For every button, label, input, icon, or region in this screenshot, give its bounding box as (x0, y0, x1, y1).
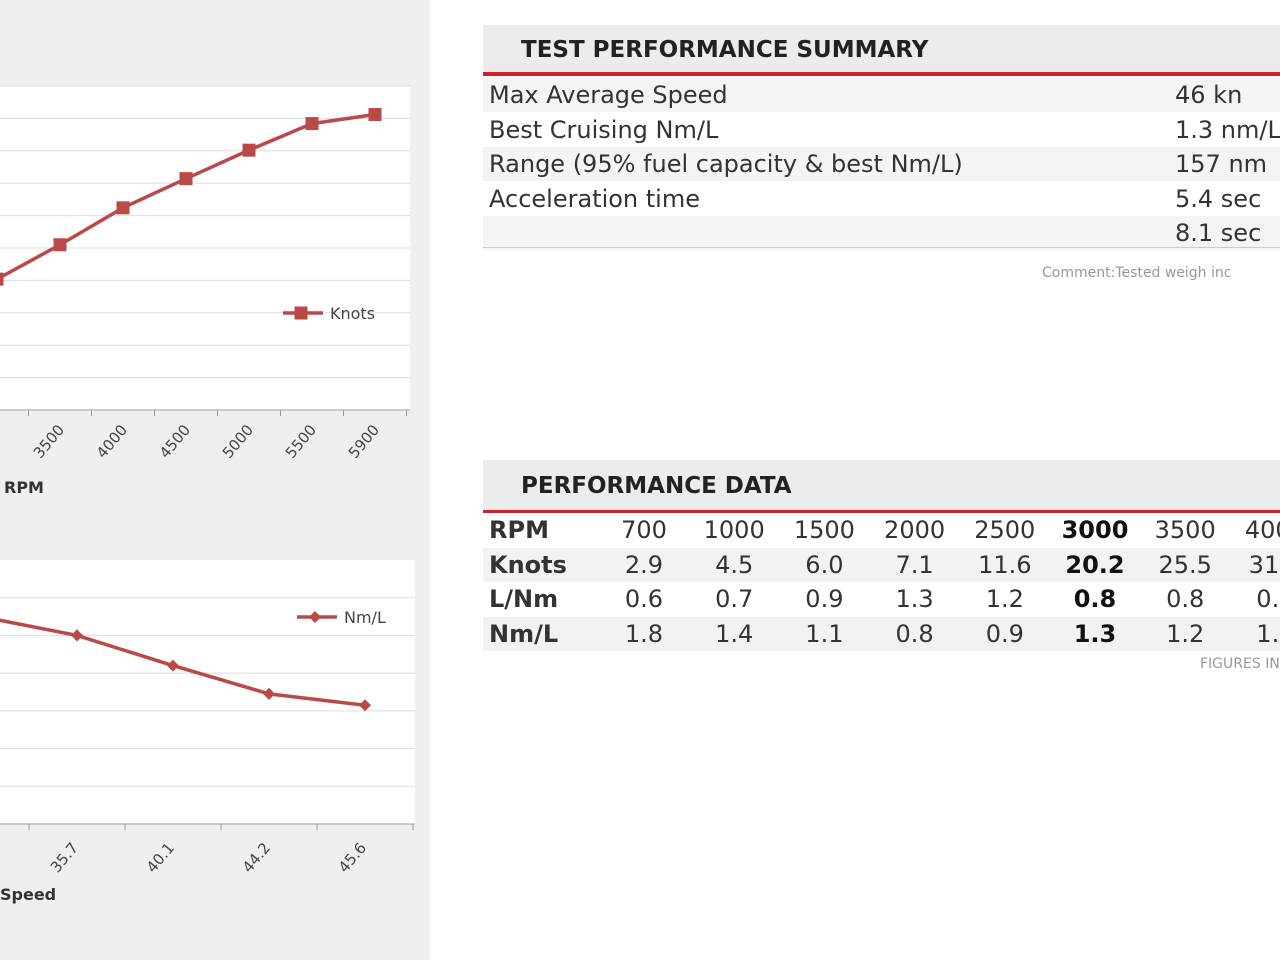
cell: 2000 (884, 516, 946, 544)
marker (305, 117, 319, 131)
legend-label: Knots (330, 304, 375, 323)
marker (359, 699, 371, 712)
performance-row: RPM 700 1000 1500 2000 2500 3000 3500 4000 (483, 513, 1280, 547)
cell: 1.2 (985, 585, 1024, 613)
marker (71, 629, 83, 642)
summary-value: 5.4 sec (1175, 184, 1262, 213)
x-axis-title: RPM (4, 478, 44, 497)
summary-row: 8.1 sec (483, 216, 1280, 250)
legend-marker (294, 306, 308, 320)
summary-comment: Comment:Tested weigh inc (1042, 265, 1232, 280)
marker (0, 272, 4, 286)
cell: 3000 (1061, 516, 1129, 544)
cell: 4000 (1244, 516, 1280, 544)
row-label: L/Nm (489, 585, 559, 613)
cell: 20.2 (1065, 550, 1125, 579)
summary-value: 1.3 nm/L (1175, 115, 1280, 144)
row-label: Nm/L (489, 619, 559, 648)
cell: 0.9 (1256, 585, 1280, 613)
cell: 11.6 (978, 550, 1032, 579)
cell: 6.0 (805, 550, 844, 579)
summary-row: Best Cruising Nm/L 1.3 nm/L (483, 112, 1280, 147)
cell: 0.8 (895, 619, 934, 648)
cell: 1.4 (715, 619, 754, 648)
legend-label: Nm/L (344, 608, 386, 627)
marker (368, 108, 382, 122)
summary-rule (483, 247, 1280, 248)
summary-panel: TEST PERFORMANCE SUMMARY Max Average Spe… (483, 25, 1280, 280)
cell: 4.5 (715, 550, 754, 579)
x-axis-title: Speed (0, 885, 56, 904)
cell: 25.5 (1158, 550, 1212, 579)
cell: 1500 (793, 516, 855, 544)
cell: 1.8 (624, 619, 664, 648)
cell: 1.1 (805, 619, 844, 648)
summary-label: Range (95% fuel capacity & best Nm/L) (489, 150, 963, 178)
summary-value: 46 kn (1175, 81, 1243, 109)
performance-row: Knots 2.9 4.5 6.0 7.1 11.6 20.2 25.5 31.2 (483, 547, 1280, 582)
performance-footnote: FIGURES IN (1200, 656, 1280, 672)
cell: 0.9 (985, 619, 1024, 648)
cell: 2500 (974, 516, 1036, 544)
cell: 0.7 (715, 585, 754, 613)
cell: 3500 (1154, 516, 1216, 544)
cell: 0.6 (624, 585, 664, 613)
cell: 1.2 (1166, 619, 1205, 648)
cell: 1.3 (1073, 619, 1117, 648)
marker (116, 201, 130, 215)
summary-label: Acceleration time (489, 184, 700, 213)
marker (167, 659, 179, 672)
legend-marker (309, 611, 321, 623)
plot-area (0, 560, 415, 824)
summary-row: Acceleration time 5.4 sec (483, 181, 1280, 216)
row-label: Knots (489, 550, 567, 579)
summary-label: Max Average Speed (489, 81, 728, 109)
summary-title: TEST PERFORMANCE SUMMARY (483, 25, 1280, 76)
marker (179, 172, 193, 186)
marker (242, 143, 256, 157)
performance-row: Nm/L 1.8 1.4 1.1 0.8 0.9 1.3 1.2 1.1 (483, 616, 1280, 651)
cell: 0.8 (1073, 585, 1117, 613)
row-label: RPM (489, 516, 549, 544)
cell: 7.1 (895, 550, 934, 579)
performance-row: L/Nm 0.6 0.7 0.9 1.3 1.2 0.8 0.8 0.9 (483, 582, 1280, 616)
cell: 1.3 (895, 585, 934, 613)
cell: 0.8 (1166, 585, 1205, 613)
cell: 700 (621, 516, 667, 544)
summary-value: 157 nm (1175, 150, 1268, 178)
summary-row: Max Average Speed 46 kn (483, 78, 1280, 112)
summary-label: Best Cruising Nm/L (489, 115, 719, 144)
cell: 1.1 (1256, 619, 1280, 648)
marker (263, 687, 275, 700)
cell: 1000 (703, 516, 765, 544)
performance-panel: PERFORMANCE DATA RPM 700 1000 1500 2000 2500 3… (483, 460, 1280, 680)
cell: 2.9 (624, 550, 664, 579)
performance-title: PERFORMANCE DATA (483, 460, 1280, 514)
cell: 31.2 (1248, 550, 1280, 579)
summary-value: 8.1 sec (1175, 219, 1262, 247)
summary-row: Range (95% fuel capacity & best Nm/L) 157… (483, 147, 1280, 181)
marker (53, 238, 67, 252)
cell: 0.9 (805, 585, 844, 613)
